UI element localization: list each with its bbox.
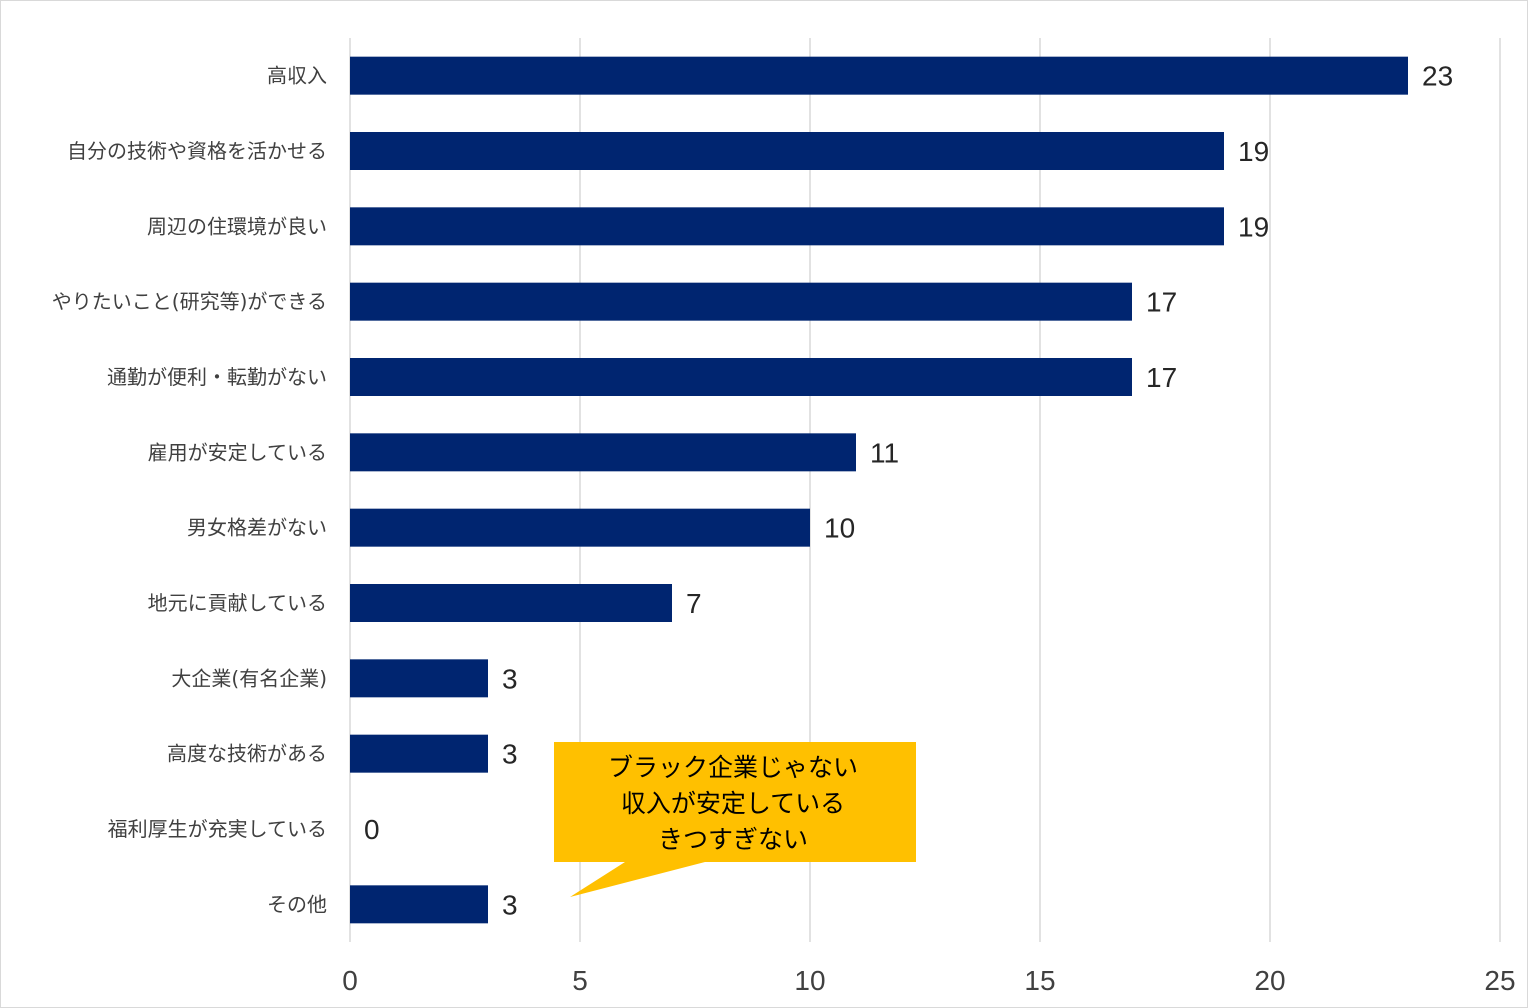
gridlines <box>349 38 1501 942</box>
value-label: 23 <box>1422 61 1453 92</box>
value-label: 11 <box>870 437 899 468</box>
category-label: やりたいこと(研究等)ができる <box>52 290 327 314</box>
x-axis-tick-labels: 0 5 10 15 20 25 <box>342 965 1515 996</box>
value-label: 19 <box>1238 211 1269 242</box>
x-tick-label: 0 <box>342 965 358 996</box>
bar <box>350 508 810 547</box>
callout-box <box>554 742 916 897</box>
bars <box>350 56 1408 924</box>
value-label: 17 <box>1146 362 1177 393</box>
value-label: 3 <box>502 663 518 694</box>
callout-line: きつすぎない <box>658 825 808 854</box>
bar <box>350 433 856 472</box>
category-label: 地元に貢献している <box>148 591 327 615</box>
bar <box>350 207 1224 246</box>
bar <box>350 132 1224 170</box>
bar <box>350 659 488 698</box>
value-label: 3 <box>502 739 518 770</box>
category-label: 雇用が安定している <box>148 440 327 464</box>
category-label: 男女格差がない <box>187 516 327 540</box>
x-tick-label: 20 <box>1254 965 1285 996</box>
category-labels: 高収入自分の技術や資格を活かせる周辺の住環境が良いやりたいこと(研究等)ができる… <box>52 64 327 917</box>
value-label: 0 <box>364 814 380 845</box>
bar <box>350 734 488 773</box>
bar <box>350 885 488 924</box>
x-tick-label: 10 <box>794 965 825 996</box>
category-label: その他 <box>267 892 327 916</box>
value-label: 3 <box>502 889 518 920</box>
x-tick-label: 5 <box>572 965 588 996</box>
category-label: 高度な技術がある <box>167 742 327 766</box>
value-label: 17 <box>1146 287 1177 318</box>
x-tick-label: 15 <box>1024 965 1055 996</box>
bar <box>350 358 1132 396</box>
callout-line: 収入が安定している <box>621 789 845 818</box>
bar <box>350 56 1408 95</box>
value-labels: 23 19 19 17 17 11 10 7 3 3 0 3 <box>364 61 1453 921</box>
category-label: 福利厚生が充実している <box>108 817 327 841</box>
bar <box>350 282 1132 321</box>
category-label: 周辺の住環境が良い <box>147 214 327 238</box>
callout-line: ブラック企業じゃない <box>608 753 858 782</box>
bar <box>350 584 672 622</box>
value-label: 19 <box>1238 136 1269 167</box>
category-label: 高収入 <box>267 64 327 88</box>
value-label: 7 <box>686 588 702 619</box>
category-label: 大企業(有名企業) <box>171 666 327 690</box>
category-label: 自分の技術や資格を活かせる <box>67 139 327 163</box>
x-tick-label: 25 <box>1484 965 1515 996</box>
category-label: 通勤が便利・転勤がない <box>107 365 327 389</box>
value-label: 10 <box>824 513 855 544</box>
